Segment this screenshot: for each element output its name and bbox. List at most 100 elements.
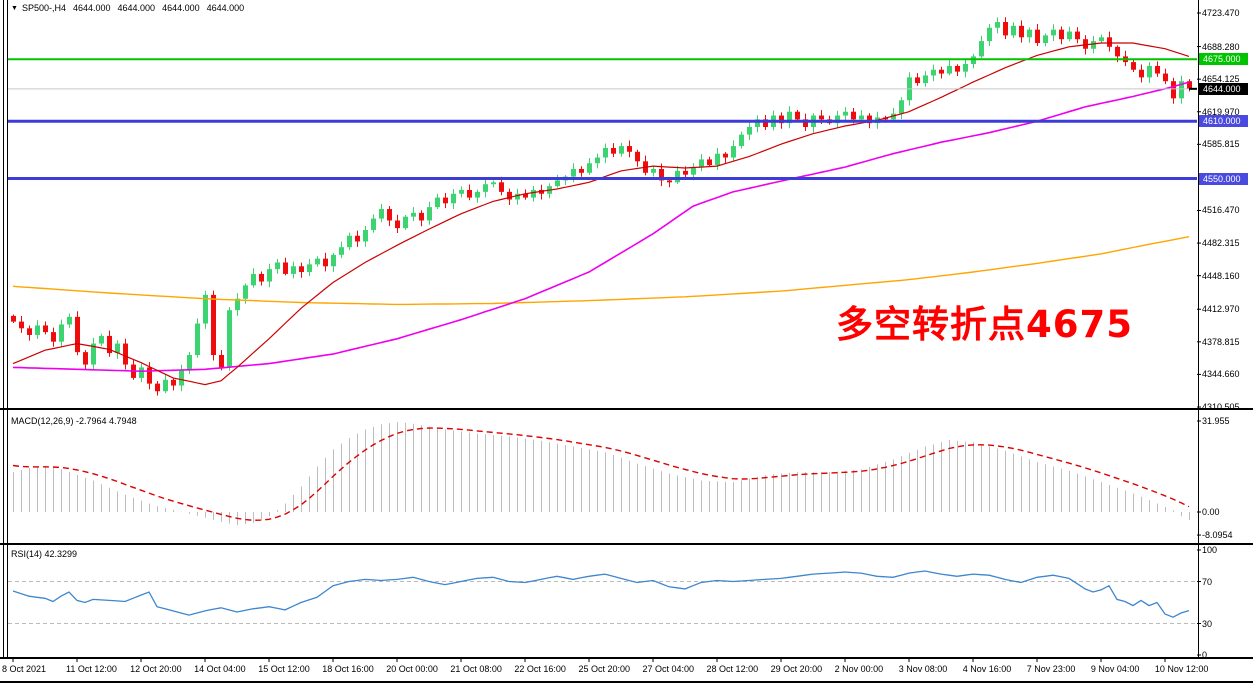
candle-body xyxy=(819,115,824,120)
sep-main-macd[interactable] xyxy=(0,408,1253,410)
candle-body xyxy=(1187,81,1192,89)
candle-body xyxy=(91,343,96,365)
time-label: 27 Oct 04:00 xyxy=(642,664,695,674)
candle-body xyxy=(355,235,360,242)
time-label: 4 Nov 16:00 xyxy=(962,664,1012,674)
candle-body xyxy=(459,189,464,194)
candle-body xyxy=(315,258,320,265)
candle-body xyxy=(507,191,512,200)
candle-body xyxy=(763,119,768,127)
candle-body xyxy=(955,65,960,72)
time-label: 14 Oct 04:00 xyxy=(194,664,246,674)
price-tick-label: 4654.125 xyxy=(1202,74,1240,85)
candle-body xyxy=(267,269,272,282)
time-label: 28 Oct 12:00 xyxy=(706,664,759,674)
candle-body xyxy=(1091,41,1096,49)
ma_mid-line[interactable] xyxy=(12,81,1190,373)
candle-body xyxy=(923,75,928,84)
candle-body xyxy=(171,379,176,386)
time-label: 11 Oct 12:00 xyxy=(66,664,117,674)
candle-body xyxy=(411,212,416,217)
candle-body xyxy=(715,153,720,166)
candle-body xyxy=(899,100,904,114)
candle-body xyxy=(931,69,936,76)
price-tick-label: 4310.505 xyxy=(1202,402,1240,412)
candle-body xyxy=(1171,81,1176,99)
candle-body xyxy=(451,193,456,204)
symbol-name: SP500-,H4 xyxy=(21,3,66,13)
candle-body xyxy=(187,355,192,371)
candle-body xyxy=(731,146,736,158)
candle-body xyxy=(291,266,296,274)
horizontal-lines xyxy=(8,58,1197,181)
price-tick-label: 4448.160 xyxy=(1202,270,1240,281)
candle-body xyxy=(59,324,64,342)
ohlc-high: 4644.000 xyxy=(117,3,156,13)
price-badge-4675: 4675.000 xyxy=(1199,53,1248,66)
ma_slow-line[interactable] xyxy=(12,236,1190,306)
candle-body xyxy=(379,209,384,219)
candle-body xyxy=(435,197,440,208)
candle-body xyxy=(747,126,752,135)
candle-body xyxy=(691,167,696,175)
candle-body xyxy=(403,216,408,229)
candle-body xyxy=(419,212,424,221)
sep-macd-rsi[interactable] xyxy=(0,543,1253,545)
candle-body xyxy=(915,77,920,84)
macd-tick-label: 31.955 xyxy=(1202,416,1230,426)
price-badge-4610: 4610.000 xyxy=(1199,115,1248,128)
candle-body xyxy=(659,168,664,181)
candle-body xyxy=(203,294,208,324)
left-border-outer xyxy=(3,0,4,659)
price-tick-label: 4344.660 xyxy=(1202,369,1240,380)
candle-body xyxy=(443,197,448,204)
candle-body xyxy=(1147,65,1152,78)
price-tick-label: 4482.315 xyxy=(1202,238,1240,249)
candle-body xyxy=(275,262,280,270)
candle-body xyxy=(787,111,792,124)
candle-body xyxy=(107,335,112,354)
time-label: 2 Nov 00:00 xyxy=(834,664,884,674)
macd-panel xyxy=(12,422,1190,526)
candle-body xyxy=(1051,29,1056,36)
time-label: 12 Oct 20:00 xyxy=(130,664,182,674)
candle-body xyxy=(1083,39,1088,49)
candle-body xyxy=(299,266,304,273)
rsi-panel xyxy=(8,570,1197,624)
axis-border xyxy=(1198,0,1199,659)
rsi-tick-label: 100 xyxy=(1202,545,1218,555)
candle-body xyxy=(963,64,968,72)
candle-body xyxy=(387,209,392,221)
candle-body xyxy=(283,262,288,274)
candle-body xyxy=(251,273,256,286)
candle-body xyxy=(259,273,264,282)
candle-body xyxy=(571,168,576,177)
time-label: 8 Oct 2021 xyxy=(2,664,47,674)
candle-body xyxy=(243,285,248,299)
time-label: 10 Nov 12:00 xyxy=(1154,664,1209,674)
macd-tick-label: -8.0954 xyxy=(1202,530,1233,541)
candle-body xyxy=(147,367,152,384)
annotation-text[interactable]: 多空转折点4675 xyxy=(836,303,1133,346)
chart-marker-icon[interactable]: ▼ xyxy=(11,5,18,12)
candle-body xyxy=(123,343,128,365)
candle-body xyxy=(395,220,400,229)
candle-body xyxy=(139,367,144,378)
candle-body xyxy=(667,180,672,183)
candle-body xyxy=(35,325,40,335)
candle-body xyxy=(499,182,504,192)
candle-body xyxy=(339,247,344,255)
candle-body xyxy=(27,328,32,335)
candle-body xyxy=(651,168,656,173)
candle-body xyxy=(1043,35,1048,44)
time-label: 20 Oct 00:00 xyxy=(386,664,438,674)
candle-body xyxy=(779,115,784,124)
candle-body xyxy=(1115,46,1120,57)
price-badge-4550: 4550.000 xyxy=(1199,172,1248,185)
candle-body xyxy=(843,111,848,116)
candle-body xyxy=(227,310,232,368)
candle-body xyxy=(595,157,600,164)
candle-body xyxy=(1099,37,1104,42)
